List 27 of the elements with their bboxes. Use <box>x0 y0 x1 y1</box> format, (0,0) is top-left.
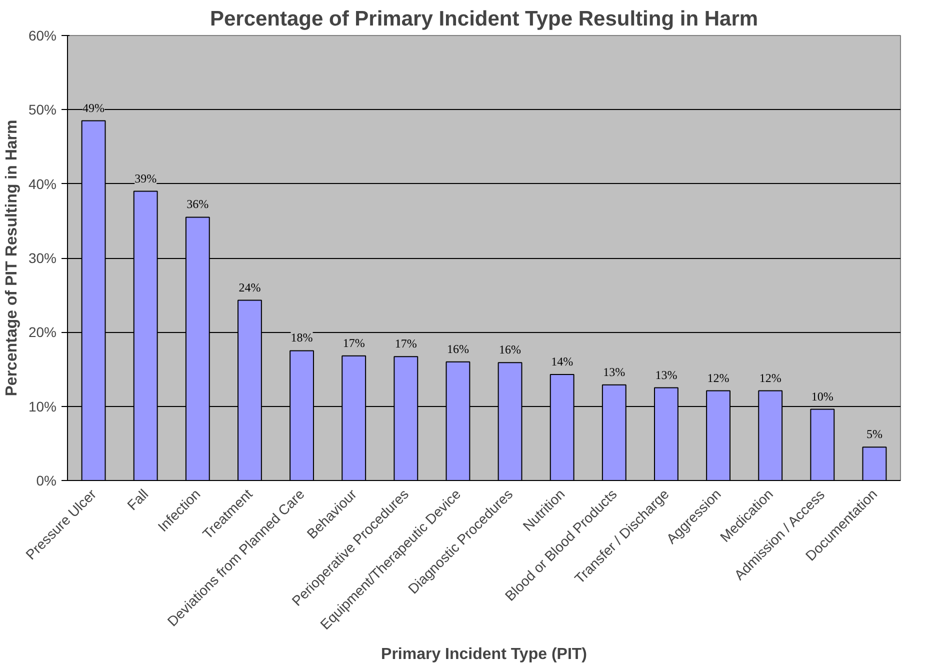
data-label: 16% <box>499 342 522 357</box>
data-label: 17% <box>342 336 365 350</box>
y-tick-label: 40% <box>28 176 57 192</box>
data-label: 13% <box>655 368 678 382</box>
y-tick-label: 50% <box>28 102 57 118</box>
y-tick-label: 10% <box>28 398 57 414</box>
y-tick-label: 0% <box>36 472 56 488</box>
x-axis-title: Primary Incident Type (PIT) <box>381 646 587 664</box>
data-label: 10% <box>811 389 834 404</box>
chart-title: Percentage of Primary Incident Type Resulting in Harm <box>210 8 758 30</box>
data-label: 12% <box>707 370 730 385</box>
y-tick-label: 30% <box>28 250 57 266</box>
data-label: 5% <box>866 427 882 442</box>
data-label: 12% <box>759 370 782 385</box>
data-label: 13% <box>603 364 626 379</box>
y-tick-label: 20% <box>28 324 57 340</box>
data-label: 18% <box>290 330 313 345</box>
data-label: 36% <box>186 197 209 212</box>
data-label: 16% <box>446 342 469 356</box>
y-axis-title: Percentage of PIT Resulting in Harm <box>3 120 20 396</box>
data-label: 49% <box>82 100 105 115</box>
y-tick-label: 60% <box>28 28 57 44</box>
data-label: 24% <box>238 280 261 294</box>
x-tick-label: Fall <box>124 486 152 514</box>
data-label: 39% <box>134 171 157 186</box>
data-label: 17% <box>394 336 417 351</box>
data-label: 14% <box>551 354 574 368</box>
